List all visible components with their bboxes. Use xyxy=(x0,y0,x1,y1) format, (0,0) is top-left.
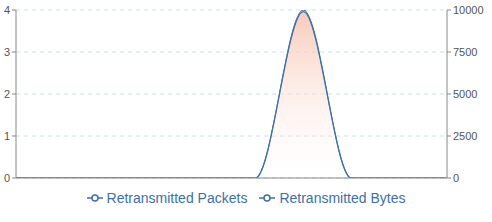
svg-text:10000: 10000 xyxy=(453,4,484,16)
svg-text:4: 4 xyxy=(8,4,10,16)
svg-text:5000: 5000 xyxy=(453,88,477,100)
svg-text:3: 3 xyxy=(8,46,10,58)
svg-text:1: 1 xyxy=(8,130,10,142)
svg-text:2: 2 xyxy=(8,88,10,100)
svg-text:0: 0 xyxy=(8,172,10,184)
html-text:Retransmitted Packets: Retransmitted Packets xyxy=(106,190,248,206)
html-text:Retransmitted Bytes: Retransmitted Bytes xyxy=(279,190,406,206)
svg-text:0: 0 xyxy=(453,172,459,184)
svg-text:7500: 7500 xyxy=(453,46,477,58)
svg-text:2500: 2500 xyxy=(453,130,477,142)
